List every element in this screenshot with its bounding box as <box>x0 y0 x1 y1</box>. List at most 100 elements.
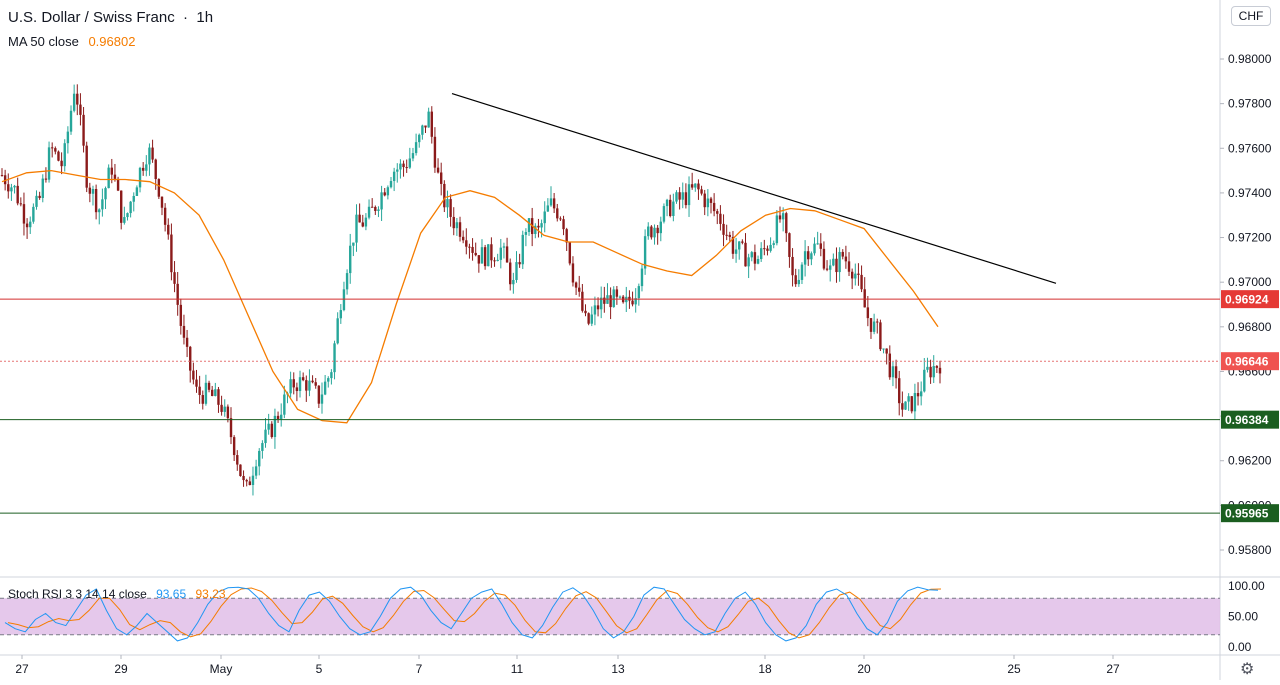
candle-body <box>280 414 283 419</box>
candle-body <box>76 93 79 105</box>
candle-body <box>665 199 669 207</box>
candle-body <box>587 313 590 324</box>
candle <box>665 198 669 217</box>
candle-body <box>220 404 223 412</box>
candle <box>461 230 465 244</box>
candle-body <box>182 325 186 338</box>
candle-body <box>305 380 308 391</box>
candle <box>650 225 653 240</box>
candle-body <box>916 393 920 397</box>
candle-body <box>245 480 248 482</box>
ma-legend[interactable]: MA 50 close 0.96802 <box>8 34 135 49</box>
candle <box>421 124 424 140</box>
candle-body <box>756 259 760 264</box>
candle <box>22 192 26 236</box>
level-label-bg-support-1 <box>1221 410 1279 429</box>
candle <box>521 230 524 270</box>
candle-body <box>163 207 167 225</box>
level-label-bg-support-2 <box>1221 504 1279 523</box>
candle-body <box>816 243 819 245</box>
candle <box>44 167 48 183</box>
stoch-rsi-legend[interactable]: Stoch RSI 3 3 14 14 close 93.65 93.23 <box>8 587 226 601</box>
candle-body <box>94 188 98 213</box>
candle-body <box>791 256 794 276</box>
candle-body <box>458 222 462 237</box>
gear-icon[interactable]: ⚙ <box>1240 661 1255 678</box>
candle <box>647 222 650 240</box>
candle-body <box>904 401 907 410</box>
candle-body <box>452 216 455 229</box>
candle-body <box>461 236 465 241</box>
candle-body <box>888 353 892 378</box>
interval-label[interactable]: 1h <box>196 9 214 26</box>
candle-body <box>634 298 637 305</box>
candle <box>565 227 568 251</box>
candle <box>656 224 659 245</box>
candle-body <box>138 167 142 188</box>
candle <box>587 312 590 326</box>
candle-body <box>195 379 198 387</box>
candle-body <box>675 192 678 202</box>
candle-body <box>590 314 593 324</box>
candle-body <box>443 183 446 208</box>
candle <box>370 198 374 208</box>
candle <box>392 167 396 192</box>
candle <box>173 261 176 293</box>
candle-body <box>88 187 92 194</box>
candle-body <box>763 248 766 250</box>
candle-body <box>910 396 913 412</box>
candle-body <box>192 370 195 380</box>
candle-body <box>289 379 292 394</box>
candle-body <box>568 242 572 264</box>
candle <box>499 238 503 269</box>
candle <box>145 155 148 177</box>
candle <box>63 139 66 172</box>
candle <box>725 224 728 241</box>
price-tick-label: 0.97200 <box>1228 231 1272 245</box>
candle-body <box>643 236 647 269</box>
time-tick-label: May <box>210 662 233 676</box>
candle <box>189 345 192 383</box>
candle-body <box>113 174 117 179</box>
candle <box>433 127 437 173</box>
candle <box>891 361 895 387</box>
candle-body <box>148 147 151 165</box>
candle-body <box>603 297 606 304</box>
candle-body <box>747 257 750 267</box>
candle <box>380 185 383 222</box>
candle-body <box>141 167 145 171</box>
candle-body <box>19 203 23 205</box>
candle <box>907 393 910 411</box>
candle <box>772 240 775 249</box>
title-separator: · <box>178 9 193 26</box>
candle-body <box>678 192 681 200</box>
candle-body <box>116 178 120 191</box>
candle-body <box>167 224 170 235</box>
candle <box>402 160 405 177</box>
candle-body <box>258 450 261 467</box>
candle <box>270 421 273 439</box>
candle <box>113 163 117 182</box>
candle <box>681 182 684 209</box>
candle <box>603 286 606 313</box>
candle <box>16 177 19 206</box>
symbol-name: U.S. Dollar / Swiss Franc <box>8 9 175 26</box>
candle <box>308 369 311 397</box>
candle <box>744 233 747 267</box>
candle-body <box>314 382 317 386</box>
candle <box>396 163 399 183</box>
candle-body <box>722 223 725 235</box>
currency-button[interactable]: CHF <box>1231 6 1271 26</box>
candle-body <box>483 247 487 267</box>
candle <box>913 383 917 420</box>
candle-body <box>637 286 641 299</box>
candle <box>320 382 324 414</box>
candle-body <box>427 111 430 128</box>
candle <box>339 304 343 324</box>
stoch-k-value: 93.65 <box>156 587 187 601</box>
candle-body <box>69 110 73 132</box>
candle-body <box>408 158 412 168</box>
candle-body <box>248 481 252 486</box>
